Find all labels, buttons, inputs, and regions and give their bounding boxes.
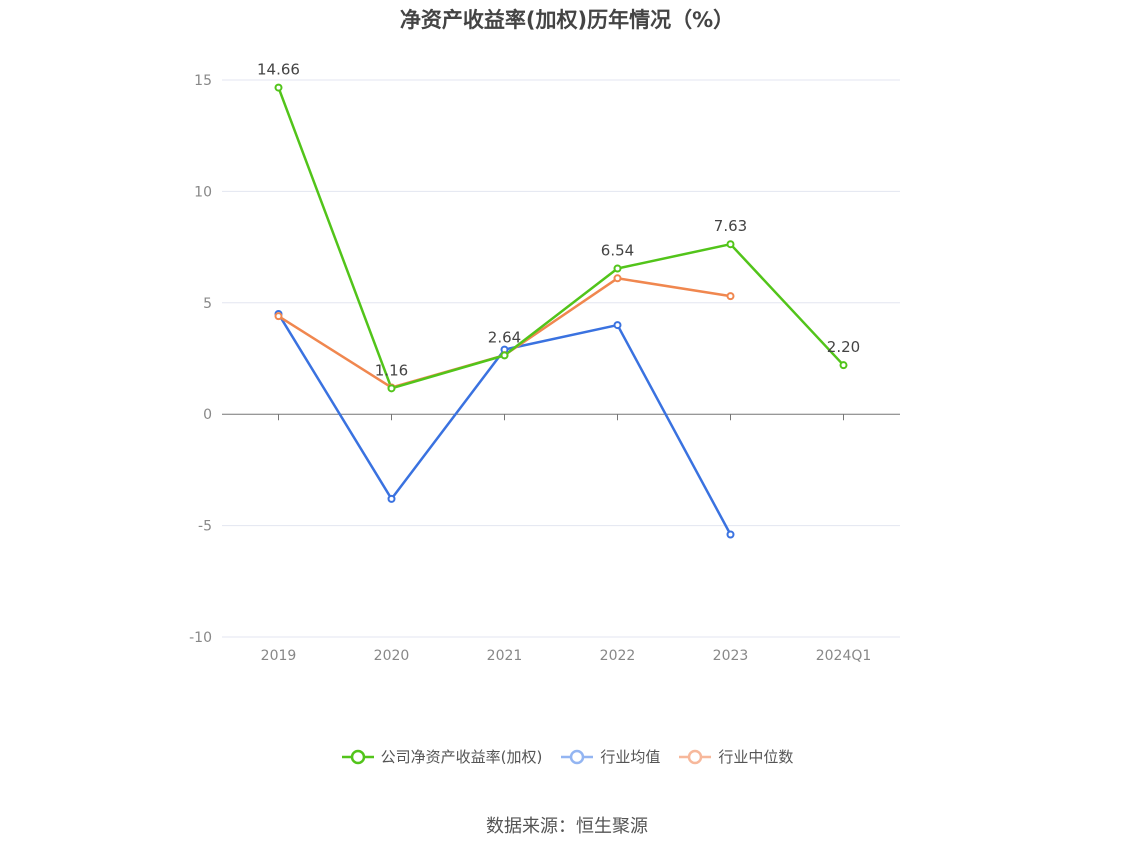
grid-lines bbox=[222, 79, 900, 638]
data-point bbox=[726, 292, 735, 301]
legend: 公司净资产收益率(加权) 行业均值 行业中位数 bbox=[0, 746, 1134, 767]
legend-marker-icon bbox=[341, 749, 374, 764]
y-tick-label: 0 bbox=[203, 407, 212, 423]
data-point bbox=[387, 384, 396, 393]
legend-circle bbox=[570, 749, 585, 764]
x-tick-label: 2020 bbox=[374, 648, 410, 664]
legend-item[interactable]: 行业均值 bbox=[560, 746, 660, 767]
legend-item[interactable]: 公司净资产收益率(加权) bbox=[341, 746, 543, 767]
legend-circle bbox=[688, 749, 703, 764]
data-point bbox=[613, 274, 622, 283]
chart-title: 净资产收益率(加权)历年情况（%） bbox=[399, 8, 735, 32]
x-tick-label: 2024Q1 bbox=[816, 648, 872, 664]
legend-marker-icon bbox=[561, 749, 594, 764]
data-point bbox=[726, 530, 735, 539]
data-point bbox=[726, 240, 735, 249]
data-label: 6.54 bbox=[601, 241, 634, 259]
data-point bbox=[274, 83, 283, 92]
data-point bbox=[839, 361, 848, 370]
data-point bbox=[613, 321, 622, 330]
y-tick-label: -5 bbox=[198, 519, 212, 535]
legend-label: 公司净资产收益率(加权) bbox=[380, 748, 543, 766]
legend-marker-icon bbox=[679, 749, 712, 764]
data-point bbox=[613, 264, 622, 273]
y-tick-label: 15 bbox=[194, 73, 212, 89]
legend-label: 行业均值 bbox=[600, 748, 661, 766]
y-tick-label: 5 bbox=[203, 296, 212, 312]
legend-circle bbox=[350, 749, 365, 764]
y-tick-label: -10 bbox=[189, 630, 212, 646]
legend-label: 行业中位数 bbox=[718, 748, 794, 766]
legend-item[interactable]: 行业中位数 bbox=[678, 746, 793, 767]
x-tick-label: 2022 bbox=[600, 648, 636, 664]
series-line bbox=[277, 87, 845, 390]
data-label: 1.16 bbox=[375, 361, 408, 379]
x-tick-label: 2023 bbox=[713, 648, 749, 664]
data-label: 14.66 bbox=[257, 61, 300, 79]
y-axis: 15 10 5 0 -5 -10 bbox=[189, 73, 212, 646]
data-point bbox=[274, 312, 283, 321]
data-label: 2.64 bbox=[488, 328, 521, 346]
data-label: 2.20 bbox=[827, 338, 860, 356]
source-note: 数据来源：恒生聚源 bbox=[486, 816, 648, 837]
data-point bbox=[500, 351, 509, 360]
series-points bbox=[274, 83, 848, 539]
data-labels: 14.66 1.16 2.64 6.54 7.63 2.20 bbox=[257, 61, 860, 380]
x-tick-label: 2021 bbox=[487, 648, 523, 664]
data-point bbox=[387, 494, 396, 503]
x-axis: 2019 2020 2021 2022 2023 2024Q1 bbox=[222, 413, 900, 664]
y-tick-label: 10 bbox=[194, 184, 212, 200]
series-lines bbox=[277, 87, 845, 536]
data-label: 7.63 bbox=[714, 217, 747, 235]
x-tick-label: 2019 bbox=[261, 648, 297, 664]
line-chart: 15 10 5 0 -5 -10 2019 2020 2021 2022 2023 2024Q1 1… bbox=[189, 61, 900, 664]
